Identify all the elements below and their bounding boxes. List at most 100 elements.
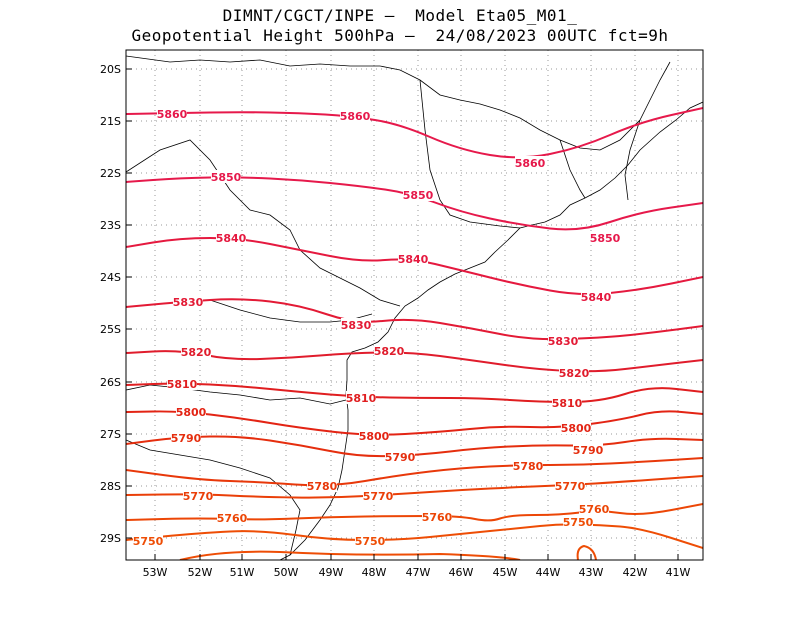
contour-label: 5760 [579,503,610,516]
lon-tick-label: 47W [406,566,431,579]
axis-ticks: 20S 21S 22S 23S 24S 25S 26S 27S 28S 29S 53W 52W 51W 5… [100,63,691,579]
lon-tick-label: 53W [143,566,168,579]
contour-5750 [126,523,703,549]
contour-label: 5760 [422,511,453,524]
contour-label-bg [211,170,241,183]
contour-label: 5820 [559,367,590,380]
contour-label-bg [176,405,206,418]
contour-5810 [126,382,703,404]
contour-5740-fragment [576,544,597,560]
contour-label: 5840 [216,232,247,245]
contour-5800 [126,410,703,436]
title-line-2: Geopotential Height 500hPa – 24/08/2023 … [131,26,669,45]
state-border-2 [126,139,401,307]
contour-label: 5850 [211,171,242,184]
lat-tick-label: 26S [100,376,121,389]
contour-label: 5750 [563,516,594,529]
lat-tick-label: 24S [100,271,121,284]
lat-tick-label: 25S [100,323,121,336]
contour-5780 [126,457,703,487]
lon-tick-label: 48W [362,566,387,579]
contour-label: 5750 [133,535,164,548]
title-line-1: DIMNT/CGCT/INPE – Model Eta05_M01_ [222,6,578,25]
contour-label: 5770 [555,480,586,493]
contour-label-bg [171,431,201,444]
contour-label: 5790 [171,432,202,445]
contour-label-bg [515,156,545,169]
contour-label-bg [559,366,589,379]
contour-5820 [126,350,703,373]
contour-label: 5770 [363,490,394,503]
contour-label: 5810 [346,392,377,405]
contour-label-bg [403,188,433,201]
contour-label-bg [133,534,163,547]
state-border-3 [126,384,347,405]
contour-label-bg [307,479,337,492]
lon-tick-label: 43W [579,566,604,579]
contour-label-bg [561,421,591,434]
contour-label-bg [340,109,370,122]
contour-label-bg [573,443,603,456]
contour-label-bg [346,391,376,404]
lon-tick-label: 49W [319,566,344,579]
contour-label: 5800 [176,406,207,419]
contour-label-bg [563,515,593,528]
contour-label: 5830 [341,319,372,332]
lat-tick-label: 29S [100,532,121,545]
lon-tick-label: 42W [623,566,648,579]
contour-label: 5840 [398,253,429,266]
contour-label: 5860 [340,110,371,123]
contour-label-bg [217,511,247,524]
contour-label-bg [183,489,213,502]
lon-tick-label: 50W [274,566,299,579]
contour-label: 5850 [590,232,621,245]
lat-tick-label: 20S [100,63,121,76]
contour-label-bg [181,345,211,358]
contour-label: 5830 [173,296,204,309]
state-border-6 [559,139,586,199]
contour-label: 5850 [403,189,434,202]
contour-label-bg [385,450,415,463]
contour-label-bg [552,396,582,409]
contour-label-bg [590,231,620,244]
contour-label-bg [513,459,543,472]
contour-label-bg [167,377,197,390]
contour-label: 5820 [374,345,405,358]
contour-label: 5750 [355,535,386,548]
state-border-7 [624,119,641,201]
contour-5860 [126,107,703,159]
contour-label: 5810 [552,397,583,410]
contour-label-bg [374,344,404,357]
lat-tick-label: 27S [100,428,121,441]
contour-label-bg [157,107,187,120]
contour-label: 5790 [385,451,416,464]
contour-label-bg [422,510,452,523]
contour-5760 [126,503,703,522]
contour-label: 5800 [561,422,592,435]
contour-label: 5790 [573,444,604,457]
contour-label: 5780 [513,460,544,473]
contour-label-bg [355,534,385,547]
contour-label-bg [341,318,371,331]
lon-tick-label: 46W [449,566,474,579]
lon-tick-label: 41W [666,566,691,579]
lon-tick-label: 44W [536,566,561,579]
lat-tick-label: 23S [100,219,121,232]
contour-5850 [126,176,703,231]
contour-label: 5860 [157,108,188,121]
lon-tick-label: 51W [230,566,255,579]
contour-label-bg [548,334,578,347]
lon-tick-label: 52W [188,566,213,579]
contour-label: 5840 [581,291,612,304]
contour-label: 5770 [183,490,214,503]
contour-label: 5760 [217,512,248,525]
contour-label-bg [581,290,611,303]
lat-tick-label: 28S [100,480,121,493]
contour-label: 5830 [548,335,579,348]
contour-5740-line [179,550,521,560]
contour-5840 [126,236,703,296]
contour-label-bg [173,295,203,308]
contour-label: 5780 [307,480,338,493]
contour-label: 5810 [167,378,198,391]
